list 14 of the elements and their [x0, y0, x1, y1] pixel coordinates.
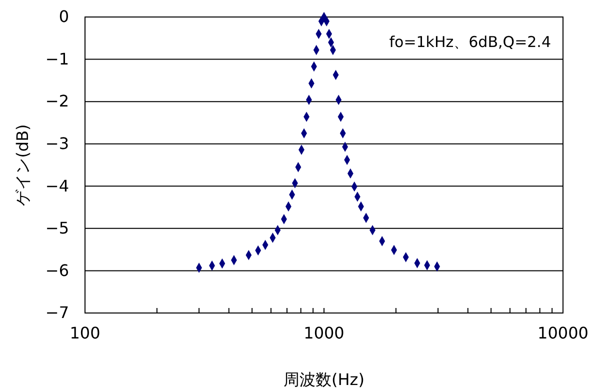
- x-tick-label: 1000: [304, 323, 344, 342]
- annotation: fo=1kHz、6dB,Q=2.4: [389, 33, 551, 51]
- y-tick-label: −5: [45, 218, 69, 238]
- y-tick-label: 0: [58, 7, 69, 26]
- y-tick-label: −4: [45, 176, 69, 196]
- y-tick-label: −3: [45, 134, 69, 153]
- y-tick-label: −2: [45, 92, 69, 111]
- y-axis-title: ゲイン(dB): [13, 124, 32, 206]
- y-tick-label: −1: [45, 49, 69, 68]
- x-tick-label: 100: [70, 323, 100, 342]
- x-tick-label: 10000: [538, 323, 588, 342]
- x-axis-title: 周波数(Hz): [284, 370, 364, 389]
- y-tick-label: −6: [45, 260, 69, 280]
- y-tick-label: −7: [45, 303, 69, 322]
